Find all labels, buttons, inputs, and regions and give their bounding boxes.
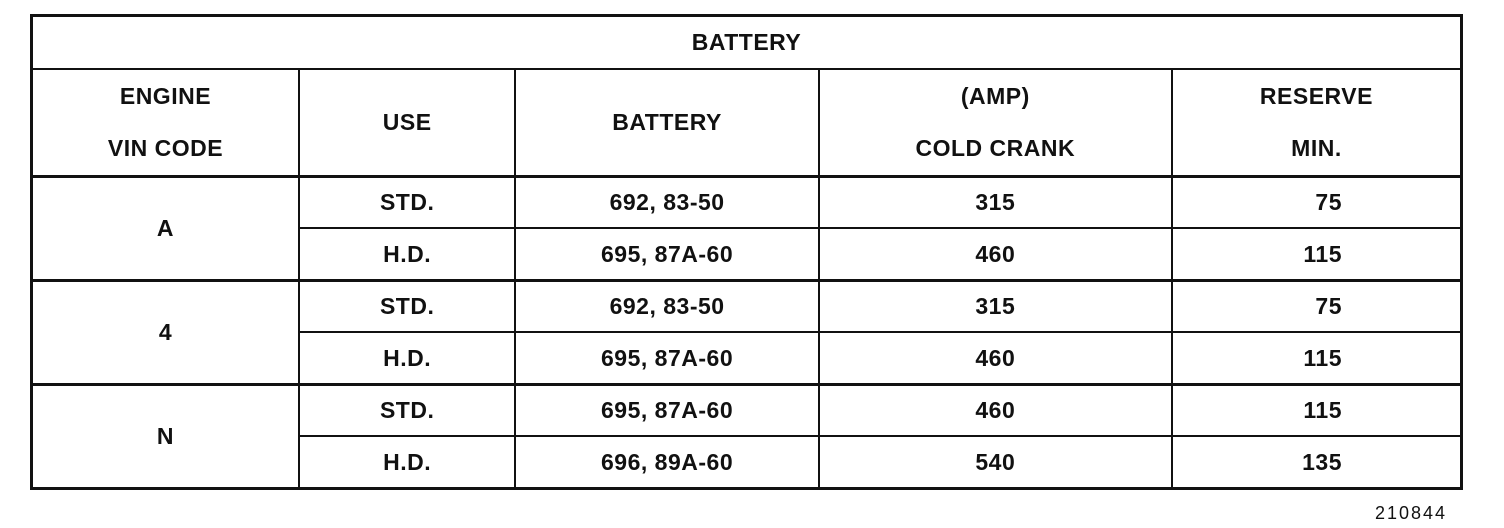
header-vin-code: ENGINE VIN CODE xyxy=(30,67,300,178)
header-cold-crank-line2: COLD CRANK xyxy=(915,135,1076,162)
reserve-cell: 115 xyxy=(1170,227,1463,282)
battery-cell: 696, 89A-60 xyxy=(514,435,820,490)
header-cold-crank: (AMP) COLD CRANK xyxy=(817,67,1173,178)
cold-crank-cell: 460 xyxy=(817,382,1173,438)
header-use: USE xyxy=(297,67,517,178)
header-vin-code-line2: VIN CODE xyxy=(107,135,224,162)
reserve-cell: 115 xyxy=(1170,382,1463,438)
table-row: A STD. 692, 83-50 315 75 xyxy=(30,174,1463,282)
vin-code-cell: N xyxy=(30,382,300,490)
table-row: H.D. 696, 89A-60 540 135 xyxy=(32,435,1463,490)
cold-crank-cell: 315 xyxy=(817,174,1173,230)
reserve-cell: 75 xyxy=(1170,278,1463,334)
header-vin-code-line1: ENGINE xyxy=(119,83,212,110)
use-cell: H.D. xyxy=(297,435,517,490)
header-reserve-line1: RESERVE xyxy=(1259,83,1373,110)
use-cell: STD. xyxy=(297,382,517,438)
cold-crank-cell: 315 xyxy=(817,278,1173,334)
header-row: ENGINE VIN CODE USE BATTERY (AMP) COLD CRA… xyxy=(30,67,1463,178)
table-row: H.D. 695, 87A-60 460 115 xyxy=(32,331,1463,386)
vin-code-cell: A xyxy=(30,174,300,282)
table-row: H.D. 695, 87A-60 460 115 xyxy=(32,227,1463,282)
table-row: N STD. 695, 87A-60 460 115 xyxy=(30,382,1463,490)
battery-cell: 695, 87A-60 xyxy=(514,382,820,438)
battery-cell: 695, 87A-60 xyxy=(514,331,820,386)
reserve-cell: 135 xyxy=(1170,435,1463,490)
battery-cell: 692, 83-50 xyxy=(514,278,820,334)
vin-code-cell: 4 xyxy=(30,278,300,386)
battery-table: BATTERY ENGINE VIN CODE USE BATTERY (AMP)… xyxy=(30,14,1463,490)
header-reserve: RESERVE MIN. xyxy=(1170,67,1463,178)
battery-cell: 692, 83-50 xyxy=(514,174,820,230)
reserve-cell: 75 xyxy=(1170,174,1463,230)
table-row: 4 STD. 692, 83-50 315 75 xyxy=(30,278,1463,386)
use-cell: H.D. xyxy=(297,227,517,282)
cold-crank-cell: 540 xyxy=(817,435,1173,490)
table-title: BATTERY xyxy=(30,14,1463,70)
use-cell: STD. xyxy=(297,278,517,334)
use-cell: STD. xyxy=(297,174,517,230)
figure-number: 210844 xyxy=(1375,503,1448,523)
reserve-cell: 115 xyxy=(1170,331,1463,386)
use-cell: H.D. xyxy=(297,331,517,386)
cold-crank-cell: 460 xyxy=(817,227,1173,282)
battery-cell: 695, 87A-60 xyxy=(514,227,820,282)
cold-crank-cell: 460 xyxy=(817,331,1173,386)
header-battery: BATTERY xyxy=(514,67,820,178)
header-reserve-line2: MIN. xyxy=(1291,135,1342,162)
header-cold-crank-line1: (AMP) xyxy=(960,83,1030,110)
